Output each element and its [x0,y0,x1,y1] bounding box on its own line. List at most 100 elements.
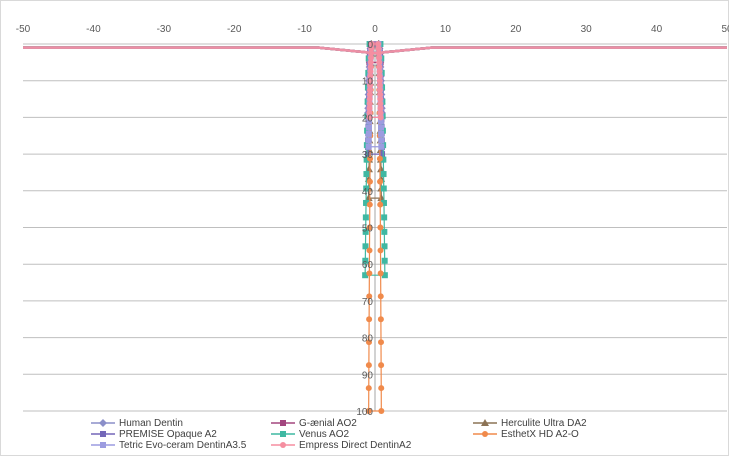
legend-item: Venus AO2 [271,429,349,440]
data-point [375,45,382,52]
x-tick-label: -50 [16,24,31,35]
data-point [366,109,373,116]
data-point [366,201,373,208]
data-point [376,59,383,66]
data-point [377,224,384,231]
data-point [381,272,388,279]
x-tick-label: 10 [440,24,452,35]
series-line [368,43,382,412]
data-point [363,185,370,192]
data-point [362,228,369,235]
data-point [379,151,386,158]
y-tick-labels: 0 10 20 30 40 50 60 70 80 90 100 [356,40,373,418]
data-point [381,228,388,235]
legend-item: G-ænial AO2 [271,418,357,429]
legend-marker [280,442,286,448]
data-point [367,77,374,84]
data-point [377,91,384,98]
data-point [365,408,372,414]
data-point [377,86,384,93]
data-point [362,257,369,264]
data-point [377,247,384,254]
data-point [377,114,384,121]
data-point [365,339,372,346]
data-point [367,73,374,80]
legend-label: PREMISE Opaque A2 [119,429,217,440]
data-point [366,247,373,254]
data-point [377,178,384,185]
data-point [378,385,385,392]
data-point [377,293,384,300]
data-point [363,171,370,178]
data-point [376,54,383,61]
data-point [366,96,373,103]
data-point [377,96,384,103]
x-tick-label: -20 [227,24,242,35]
data-point [362,214,369,221]
x-tick-labels: -50 -40 -30 -20 -10 0 10 20 30 40 50 [16,24,729,35]
data-point [378,339,385,346]
x-tick-label: -10 [297,24,312,35]
legend-label: G-ænial AO2 [299,418,357,429]
x-tick-label: 40 [651,24,663,35]
x-tick-label: 50 [721,24,729,35]
legend-label: Herculite Ultra DA2 [501,418,587,429]
legend-label: Empress Direct DentinA2 [299,440,412,451]
data-point [377,270,384,277]
data-point [366,178,373,185]
data-point [367,155,374,162]
data-point [366,224,373,231]
legend: Human Dentin G-ænial AO2 Herculite Ultra D… [91,418,587,451]
data-point [367,54,374,61]
data-point [365,385,372,392]
data-point [367,82,374,89]
data-point [377,105,384,112]
series-layer [23,40,727,414]
data-point [377,100,384,107]
y-tick-label: 60 [362,260,374,271]
y-tick-label: 50 [362,224,374,235]
series-line [23,46,727,55]
legend-marker [481,419,489,426]
data-point [381,243,388,250]
data-point [366,114,373,121]
legend-marker [280,431,286,437]
data-point [365,130,372,137]
data-point [362,243,369,250]
data-point [366,86,373,93]
data-point [380,185,387,192]
data-point [378,408,385,414]
data-point [377,109,384,116]
data-point [376,155,383,162]
x-tick-label: -40 [86,24,101,35]
data-point [378,362,385,369]
legend-item: Tetric Evo-ceram DentinA3.5 [91,440,247,451]
data-point [368,41,375,47]
data-point [365,124,372,131]
data-point [376,73,383,80]
legend-item: Empress Direct DentinA2 [271,440,412,451]
data-point [377,118,384,125]
x-tick-label: 30 [581,24,593,35]
data-point [378,137,385,144]
data-point [375,41,382,47]
y-tick-label: 100 [356,407,373,418]
data-point [365,137,372,144]
data-point [376,77,383,84]
legend-marker [100,442,106,448]
y-tick-label: 90 [362,370,374,381]
legend-marker [100,431,106,437]
data-point [364,151,371,158]
data-point [368,45,375,52]
data-point [380,171,387,178]
data-point [363,156,370,163]
legend-marker [482,431,488,437]
data-point [365,362,372,369]
data-point [378,130,385,137]
data-point [367,59,374,66]
data-point [366,100,373,107]
data-point [381,214,388,221]
y-tick-label: 30 [362,150,374,161]
data-point [381,257,388,264]
